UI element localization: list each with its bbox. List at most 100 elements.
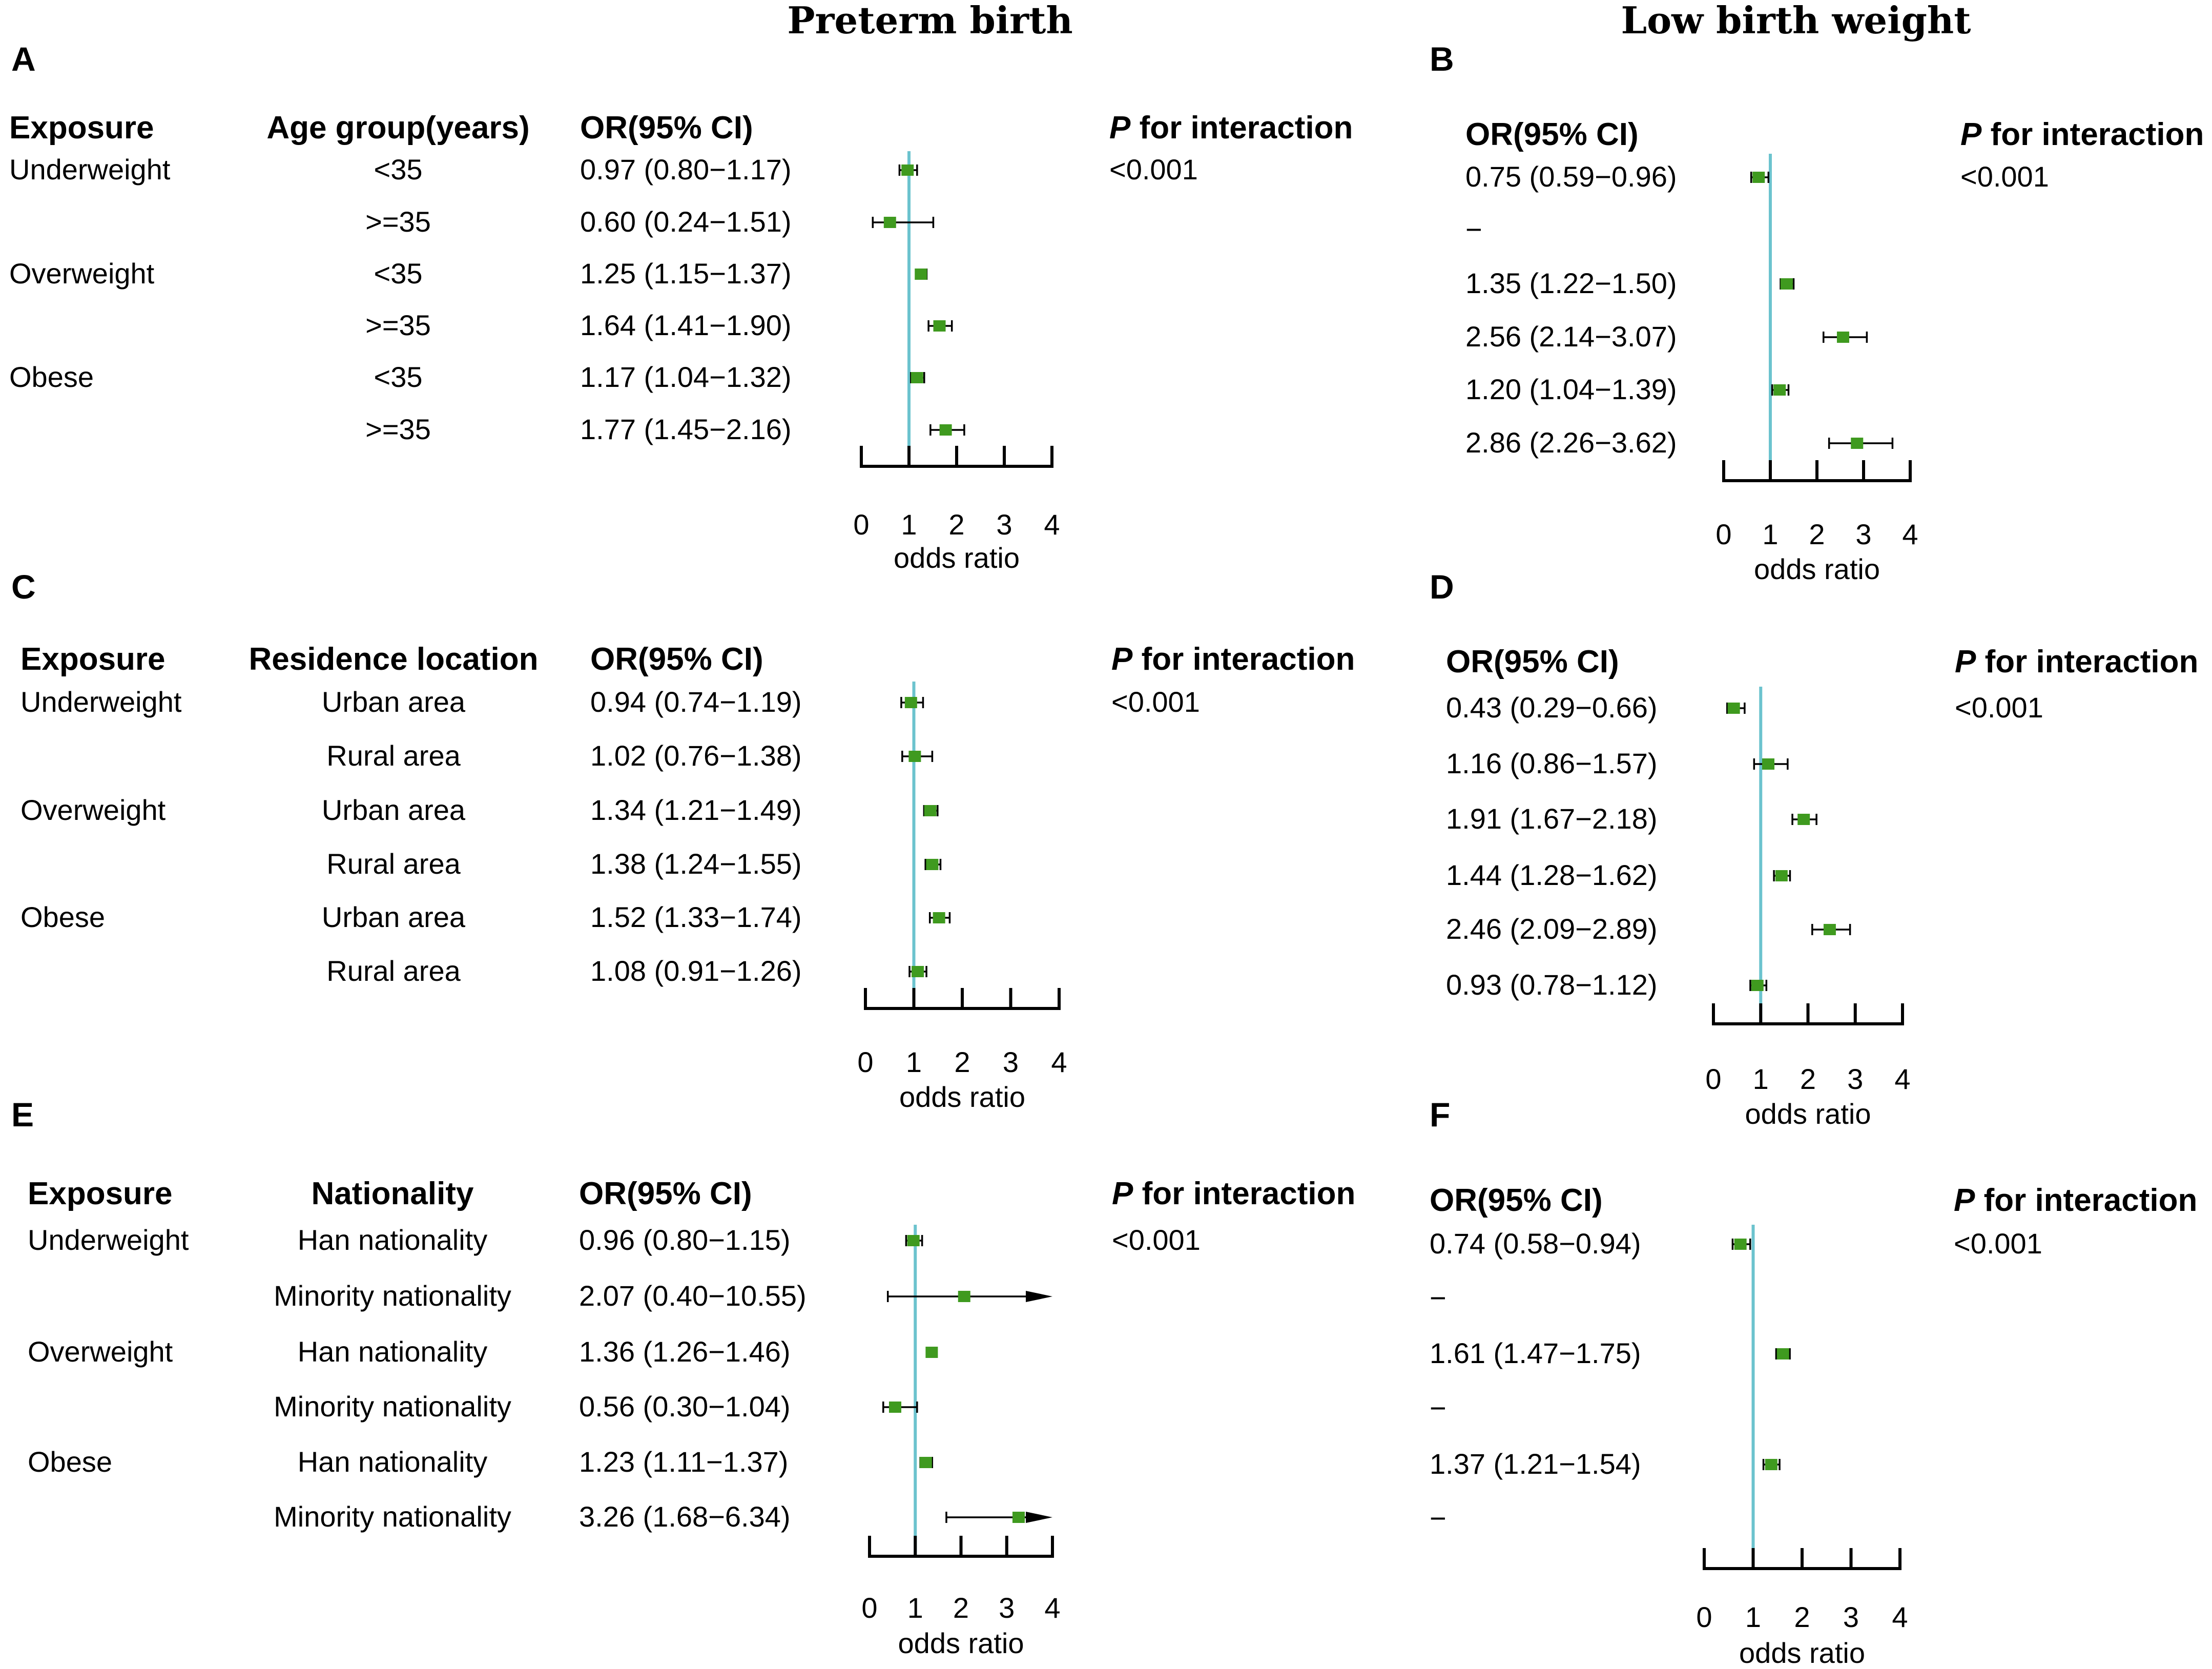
exposure-label: Overweight	[20, 794, 166, 826]
x-tick-label: 3	[999, 1592, 1015, 1624]
group-label: Minority nationality	[274, 1280, 511, 1312]
group-label: Minority nationality	[274, 1390, 511, 1423]
or-ci-value: −	[1430, 1392, 1446, 1424]
or-point-marker	[1780, 278, 1793, 290]
p-rest: for interaction	[1130, 110, 1353, 146]
exposure-header: Exposure	[28, 1176, 173, 1211]
or-ci-value: −	[1430, 1282, 1446, 1314]
or-point-marker	[1751, 980, 1764, 991]
p-rest: for interaction	[1975, 1183, 2197, 1218]
or-point-marker	[1797, 814, 1810, 825]
x-axis-label: odds ratio	[1739, 1637, 1865, 1669]
or-ci-value: 0.60 (0.24−1.51)	[580, 205, 792, 238]
x-tick-label: 2	[1809, 518, 1825, 550]
x-tick-label: 0	[857, 1046, 873, 1078]
or-point-marker	[958, 1291, 970, 1302]
or-ci-header: OR(95% CI)	[580, 110, 753, 146]
group-header: Age group(years)	[266, 110, 529, 146]
panel-label-d: D	[1430, 568, 1454, 606]
p-rest: for interaction	[1976, 644, 2198, 679]
group-label: Rural area	[326, 739, 461, 772]
x-tick-label: 0	[1705, 1063, 1721, 1095]
or-point-marker	[883, 217, 896, 228]
or-ci-value: 1.02 (0.76−1.38)	[590, 739, 802, 772]
x-tick-label: 4	[1894, 1063, 1910, 1095]
or-ci-value: 0.97 (0.80−1.17)	[580, 153, 792, 186]
or-ci-value: −	[1430, 1502, 1446, 1534]
x-tick-label: 2	[954, 1046, 970, 1078]
panel-b: B OR(95% CI) P for interaction <0.001 0.75 (…	[1430, 40, 2204, 585]
or-ci-value: 1.23 (1.11−1.37)	[579, 1446, 788, 1478]
x-tick-label: 1	[906, 1046, 922, 1078]
group-label: Urban area	[322, 686, 466, 718]
or-point-marker	[1823, 924, 1836, 935]
group-label: Rural area	[326, 848, 461, 880]
or-point-marker	[908, 751, 921, 762]
p-italic: P	[1111, 642, 1133, 677]
x-tick-label: 4	[1892, 1601, 1908, 1633]
or-point-marker	[933, 912, 945, 923]
or-point-marker	[907, 1235, 920, 1246]
or-point-marker	[904, 697, 917, 708]
panel-label-e: E	[11, 1096, 34, 1134]
p-italic: P	[1112, 1176, 1133, 1211]
or-ci-header: OR(95% CI)	[1465, 117, 1639, 152]
p-italic: P	[1954, 1183, 1975, 1218]
or-ci-header: OR(95% CI)	[1430, 1183, 1603, 1218]
x-tick-label: 2	[953, 1592, 969, 1624]
exposure-label: Obese	[20, 901, 105, 933]
x-tick-label: 1	[901, 508, 917, 541]
x-tick-label: 0	[1715, 518, 1731, 550]
panel-label-a: A	[11, 40, 36, 78]
x-tick-label: 2	[1800, 1063, 1816, 1095]
or-point-marker	[926, 859, 939, 870]
or-point-marker	[925, 1347, 938, 1358]
or-ci-header: OR(95% CI)	[1446, 644, 1619, 679]
or-ci-value: 0.56 (0.30−1.04)	[579, 1390, 791, 1423]
group-label: Han nationality	[298, 1224, 487, 1256]
or-ci-value: 1.16 (0.86−1.57)	[1446, 747, 1658, 779]
x-tick-label: 4	[1044, 1592, 1060, 1624]
or-point-marker	[919, 1457, 932, 1468]
p-rest: for interaction	[1132, 642, 1355, 677]
or-ci-value: 1.64 (1.41−1.90)	[580, 309, 792, 341]
x-tick-label: 1	[1753, 1063, 1769, 1095]
x-tick-label: 3	[996, 508, 1012, 541]
group-label: Han nationality	[298, 1335, 487, 1368]
section-title-lbw: Low birth weight	[1621, 0, 1971, 42]
x-tick-label: 2	[1794, 1601, 1810, 1633]
or-ci-value: 0.93 (0.78−1.12)	[1446, 969, 1658, 1001]
or-ci-value: 2.46 (2.09−2.89)	[1446, 913, 1658, 945]
exposure-label: Underweight	[28, 1224, 189, 1256]
or-point-marker	[912, 966, 924, 977]
or-point-marker	[1752, 172, 1765, 183]
or-point-marker	[939, 424, 952, 436]
exposure-label: Underweight	[9, 153, 171, 186]
or-ci-value: 1.52 (1.33−1.74)	[590, 901, 802, 933]
p-value: <0.001	[1111, 686, 1200, 718]
p-interaction-header: P for interaction	[1111, 642, 1355, 677]
p-interaction-header: P for interaction	[1960, 117, 2204, 152]
ci-overflow-arrow	[1026, 1512, 1052, 1523]
or-point-marker	[924, 805, 937, 816]
group-label: Urban area	[322, 901, 466, 933]
group-label: <35	[374, 361, 423, 393]
group-header: Nationality	[312, 1176, 474, 1211]
group-label: >=35	[365, 205, 431, 238]
or-ci-value: 1.91 (1.67−2.18)	[1446, 802, 1658, 835]
or-point-marker	[888, 1402, 901, 1413]
panel-label-c: C	[11, 568, 36, 606]
group-label: >=35	[365, 309, 431, 341]
x-tick-label: 0	[853, 508, 869, 541]
exposure-label: Obese	[28, 1446, 112, 1478]
p-interaction-header: P for interaction	[1109, 110, 1353, 146]
or-ci-value: 0.96 (0.80−1.15)	[579, 1224, 791, 1256]
p-value: <0.001	[1955, 691, 2043, 724]
p-rest: for interaction	[1133, 1176, 1355, 1211]
or-ci-value: 0.43 (0.29−0.66)	[1446, 691, 1658, 724]
or-ci-value: 1.20 (1.04−1.39)	[1465, 373, 1677, 405]
p-italic: P	[1955, 644, 1976, 679]
or-ci-header: OR(95% CI)	[579, 1176, 752, 1211]
panel-d: D OR(95% CI) P for interaction <0.001 0.43 (…	[1430, 568, 2198, 1130]
p-value: <0.001	[1960, 160, 2049, 193]
